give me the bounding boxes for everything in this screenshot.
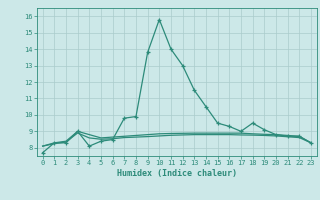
X-axis label: Humidex (Indice chaleur): Humidex (Indice chaleur)	[117, 169, 237, 178]
